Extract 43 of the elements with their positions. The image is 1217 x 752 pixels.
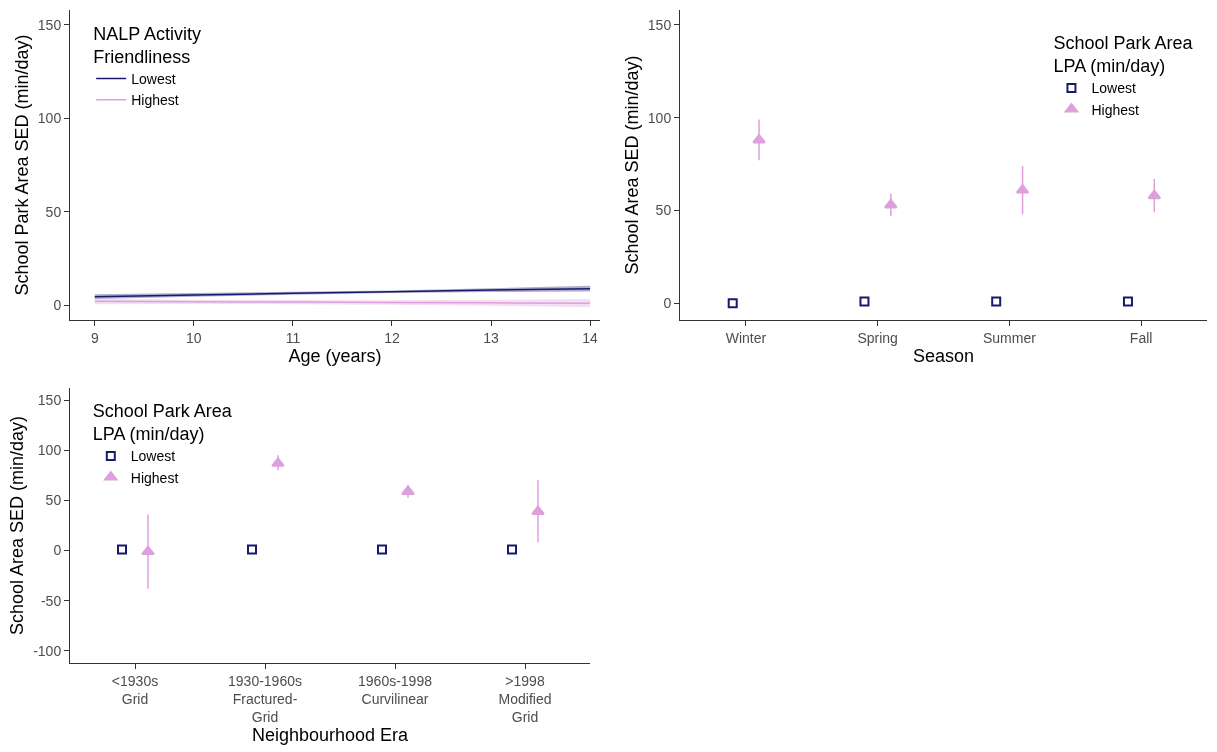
legend-label: Lowest [1091,80,1136,97]
x-tick-label: 14 [582,329,599,346]
x-tick-label: Fall [1129,329,1153,346]
x-tick-label: >1998 Modified Grid [498,672,552,726]
y-tick-label: 0 [53,542,62,559]
legend-title: School Park Area LPA (min/day) [92,400,233,445]
y-tick-label: 50 [45,203,62,220]
legend-label: Highest [131,92,179,109]
y-tick-label: 150 [647,16,672,33]
x-tick-label: Summer [982,329,1037,346]
x-tick-label: 1930-1960s Fractured- Grid [228,672,302,726]
y-tick-label: 150 [37,16,62,33]
legend-label: Highest [1091,101,1140,118]
legend-label: Lowest [130,448,176,465]
legend-label: Lowest [131,71,176,88]
x-tick-label: <1930s Grid [111,672,159,707]
x-axis-title: Age (years) [288,345,382,366]
y-tick-label: 100 [37,442,62,459]
x-tick-label: 9 [90,329,99,346]
y-tick-label: 100 [647,109,672,126]
legend-title: School Park Area LPA (min/day) [1053,32,1194,77]
y-axis-title: School Area SED (min/day) [7,415,28,636]
y-tick-label: 50 [45,492,62,509]
x-tick-label: 10 [186,329,202,346]
y-axis-title: School Park Area SED (min/day) [12,34,33,296]
x-tick-label: 12 [384,329,400,346]
legend-label: Highest [130,469,179,486]
x-tick-label: Spring [857,329,898,346]
y-tick-label: 0 [663,295,672,312]
y-axis-title: School Area SED (min/day) [622,55,643,275]
y-tick-label: -100 [33,642,62,659]
x-tick-label: 11 [285,329,301,346]
x-axis-title: Season [912,345,975,366]
x-axis-title: Neighbourhood Era [251,725,410,746]
x-tick-label: 13 [483,329,500,346]
x-tick-label: 1960s-1998 Curvilinear [358,672,433,707]
y-tick-label: -50 [40,592,62,609]
y-tick-label: 50 [655,202,672,219]
y-tick-label: 0 [53,296,62,313]
y-tick-label: 150 [37,391,62,408]
legend-title: NALP Activity Friendliness [93,23,201,67]
x-tick-label: Winter [725,329,767,346]
y-tick-label: 100 [37,110,62,127]
